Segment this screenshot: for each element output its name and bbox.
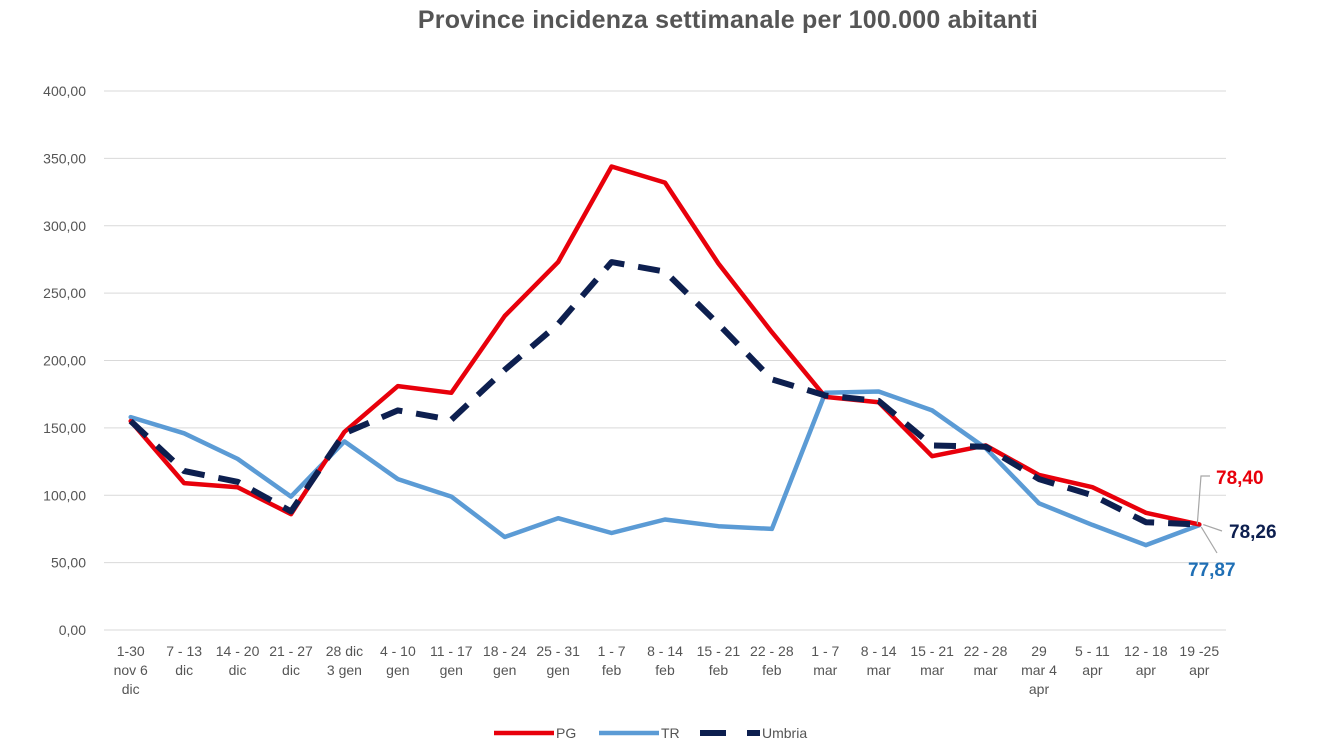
y-axis-tick-labels: 0,00 50,00 100,00 150,00 200,00 250,00 300,00 3…	[43, 83, 86, 638]
x-axis-tick-labels: 1-30 nov 6 dic 7 - 13 dic 14 - 20 dic 21 - 27 di…	[114, 643, 1220, 697]
end-label-tr: 77,87	[1188, 560, 1236, 581]
end-value-labels: 78,40 78,26 77,87	[1188, 468, 1277, 581]
legend-label: TR	[661, 725, 680, 741]
x-tick-label: 28 dic 3 gen	[326, 643, 363, 678]
x-tick-label: 19 -25 apr	[1179, 643, 1219, 678]
x-tick-label: 12 - 18 apr	[1124, 643, 1168, 678]
legend-item-pg: PG	[494, 725, 576, 741]
legend-label: Umbria	[762, 725, 807, 741]
x-tick-label: 5 - 11 apr	[1075, 643, 1110, 678]
x-tick-label: 25 - 31 gen	[536, 643, 580, 678]
legend-label: PG	[556, 725, 576, 741]
series-line-tr	[128, 389, 1202, 548]
y-tick-label: 400,00	[43, 83, 86, 99]
y-tick-label: 150,00	[43, 420, 86, 436]
x-tick-label: 8 - 14 mar	[861, 643, 897, 678]
leader-line-pg	[1196, 475, 1210, 525]
legend-item-umbria: Umbria	[700, 725, 807, 741]
x-tick-label: 18 - 24 gen	[483, 643, 527, 678]
x-tick-label: 7 - 13 dic	[166, 643, 202, 678]
series-line-pg	[128, 164, 1202, 527]
x-tick-label: 1 - 7 mar	[811, 643, 839, 678]
series-lines	[128, 164, 1202, 548]
y-tick-label: 50,00	[51, 555, 86, 571]
end-label-pg: 78,40	[1216, 468, 1264, 489]
chart-title: Province incidenza settimanale per 100.0…	[417, 6, 1039, 34]
y-tick-label: 200,00	[43, 353, 86, 369]
x-tick-label: 15 - 21 feb	[697, 643, 741, 678]
series-line-umbria	[128, 259, 1200, 528]
x-tick-label: 15 - 21 mar	[910, 643, 954, 678]
x-tick-label: 4 - 10 gen	[380, 643, 416, 678]
legend-item-tr: TR	[599, 725, 680, 741]
leader-line-umbria	[1203, 523, 1223, 532]
y-tick-label: 300,00	[43, 218, 86, 234]
gridlines	[104, 90, 1226, 631]
y-tick-label: 350,00	[43, 150, 86, 166]
legend: PG TR Umbria	[494, 725, 807, 741]
x-tick-label: 29 mar 4 apr	[1021, 643, 1057, 697]
x-tick-label: 22 - 28 mar	[964, 643, 1008, 678]
y-tick-label: 100,00	[43, 487, 86, 503]
leader-line-tr	[1200, 526, 1218, 554]
x-tick-label: 22 - 28 feb	[750, 643, 794, 678]
y-tick-label: 0,00	[59, 622, 86, 638]
y-tick-label: 250,00	[43, 285, 86, 301]
x-tick-label: 1 - 7 feb	[598, 643, 626, 678]
x-tick-label: 14 - 20 dic	[216, 643, 260, 678]
x-tick-label: 8 - 14 feb	[647, 643, 683, 678]
x-tick-label: 21 - 27 dic	[269, 643, 313, 678]
x-tick-label: 1-30 nov 6 dic	[114, 643, 148, 697]
end-label-umbria: 78,26	[1229, 522, 1277, 543]
x-tick-label: 11 - 17 gen	[430, 643, 473, 678]
